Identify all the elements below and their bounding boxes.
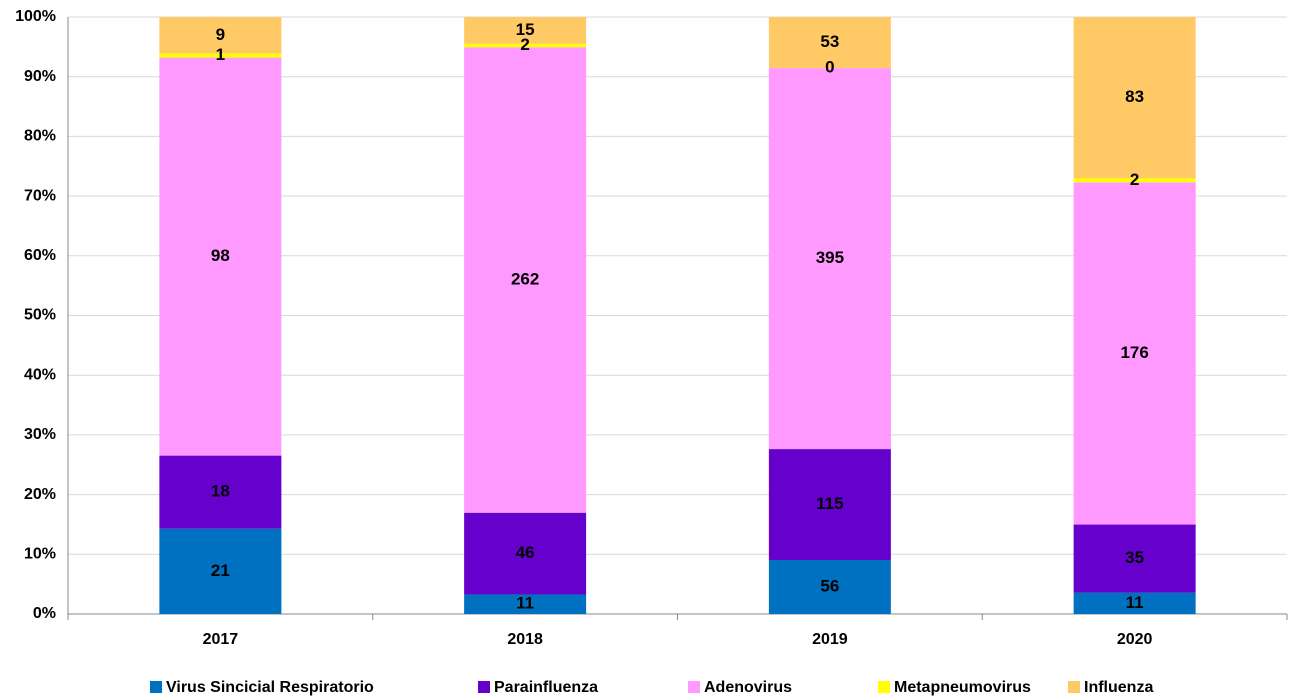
value-label: 98 <box>211 246 230 265</box>
bar-segment <box>768 449 891 560</box>
y-tick-label: 10% <box>24 546 56 563</box>
legend-label: Influenza <box>1084 679 1153 696</box>
value-label: 11 <box>516 594 534 613</box>
bar-segment <box>768 559 891 614</box>
value-label: 18 <box>211 482 230 501</box>
y-tick-label: 70% <box>24 187 56 204</box>
value-label: 83 <box>1125 87 1144 106</box>
value-label: 0 <box>825 58 834 77</box>
bar-segment <box>464 17 587 44</box>
value-label: 46 <box>516 543 535 562</box>
value-label: 115 <box>816 494 843 513</box>
legend-label: Adenovirus <box>704 679 792 696</box>
legend-swatch <box>150 681 162 693</box>
bar-segment <box>768 17 891 69</box>
x-tick-label: 2019 <box>812 631 848 648</box>
bar-segment <box>1073 524 1196 593</box>
value-label: 53 <box>820 32 839 51</box>
value-label: 262 <box>511 269 539 288</box>
value-label: 56 <box>820 576 839 595</box>
value-label: 35 <box>1125 548 1144 567</box>
x-tick-label: 2017 <box>203 631 239 648</box>
bar-segment <box>1073 17 1196 179</box>
legend-swatch <box>478 681 490 693</box>
y-tick-label: 0% <box>33 605 56 622</box>
value-label: 1 <box>216 45 225 64</box>
bar-segment <box>159 455 282 529</box>
value-label: 11 <box>1126 593 1144 612</box>
bar-segment <box>159 528 282 614</box>
legend-label: Virus Sincicial Respiratorio <box>166 679 374 696</box>
value-label: 176 <box>1120 343 1148 362</box>
bar-segment <box>464 43 587 48</box>
bar-segment <box>1073 178 1196 183</box>
x-tick-label: 2020 <box>1117 631 1153 648</box>
bar-segment <box>464 594 587 614</box>
value-label: 21 <box>211 561 230 580</box>
legend-swatch <box>1068 681 1080 693</box>
bar-segment <box>464 512 587 595</box>
y-tick-label: 50% <box>24 307 56 324</box>
y-tick-label: 40% <box>24 366 56 383</box>
legend-swatch <box>688 681 700 693</box>
value-label: 2 <box>520 35 529 54</box>
bar-segment <box>1073 592 1196 614</box>
value-label: 395 <box>816 248 844 267</box>
y-tick-label: 60% <box>24 247 56 264</box>
legend-label: Metapneumovirus <box>894 679 1031 696</box>
y-tick-label: 20% <box>24 486 56 503</box>
bar-segment <box>159 17 282 54</box>
x-tick-label: 2018 <box>507 631 543 648</box>
y-tick-label: 90% <box>24 68 56 85</box>
value-label: 15 <box>516 20 535 39</box>
legend-swatch <box>878 681 890 693</box>
legend-label: Parainfluenza <box>494 679 598 696</box>
y-tick-label: 80% <box>24 128 56 145</box>
y-tick-label: 30% <box>24 426 56 443</box>
bar-segment <box>159 57 282 456</box>
value-label: 9 <box>216 25 225 44</box>
bar-segment <box>768 68 891 450</box>
bar-segment <box>1073 182 1196 525</box>
y-tick-label: 100% <box>15 8 56 25</box>
value-label: 2 <box>1130 170 1139 189</box>
bar-segment <box>159 53 282 58</box>
bar-segment <box>464 47 587 513</box>
